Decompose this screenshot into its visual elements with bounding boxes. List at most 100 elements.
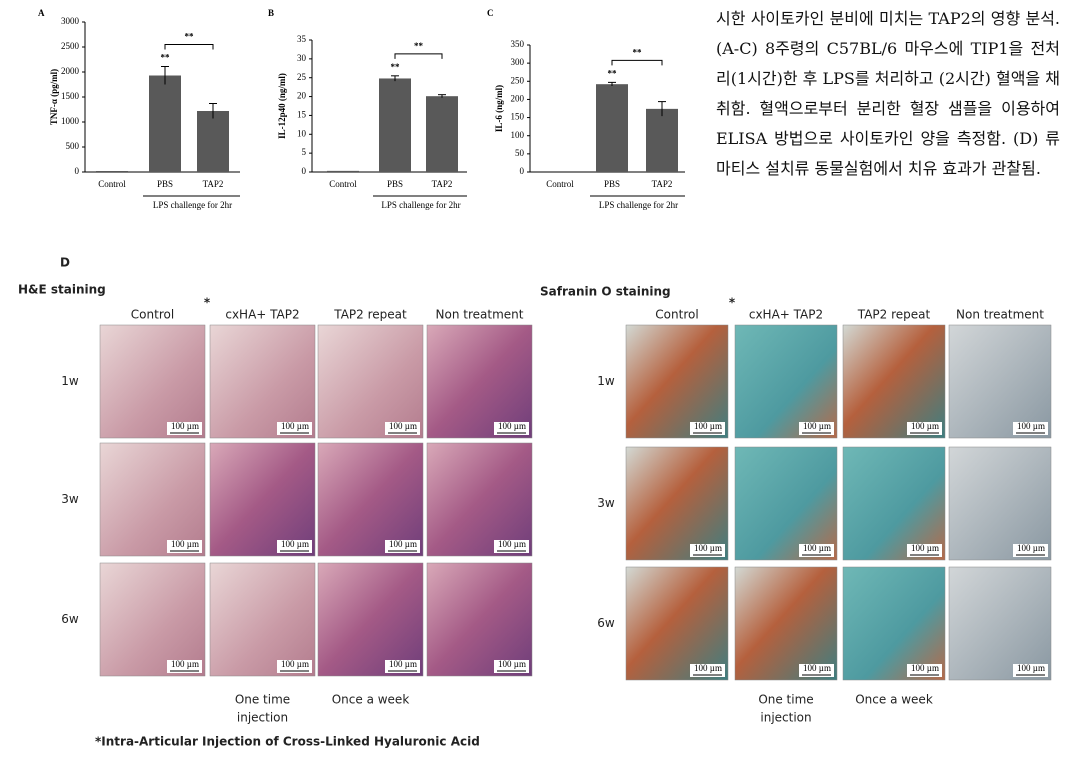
scale-bar-label: 100 µm [281,421,309,431]
micrograph [734,566,838,681]
y-tick-label: 350 [511,39,525,49]
micrograph [317,562,424,677]
scale-bar-label: 100 µm [911,663,939,673]
bar [596,84,628,172]
x-tick-label: TAP2 [432,179,453,189]
note: Once a week [332,693,410,707]
micrograph [625,324,729,439]
scale-bar-box [690,422,725,435]
scale-bar-box [494,422,529,435]
column-header: Control [131,308,174,322]
micrograph [209,442,316,557]
y-tick-label: 15 [297,109,307,119]
column-header: cxHA+ TAP2 [749,308,823,322]
scale-bar-label: 100 µm [389,539,417,549]
y-axis-label: IL-12p40 (ng/ml) [277,73,287,139]
micrograph [734,446,838,561]
y-tick-label: 2500 [61,41,80,51]
note: injection [760,711,811,725]
row-label: 3w [597,496,615,510]
micrograph [948,324,1052,439]
scale-bar-label: 100 µm [803,421,831,431]
note: Once a week [855,693,933,707]
x-tick-label: TAP2 [203,179,224,189]
scale-bar-box [690,664,725,677]
row-label: 6w [597,616,615,630]
micrograph [625,446,729,561]
scale-bar-box [907,544,942,557]
group-label: LPS challenge for 2hr [381,200,460,210]
column-header: TAP2 repeat [857,308,931,322]
scale-bar-box [385,540,420,553]
scale-bar-label: 100 µm [281,659,309,669]
micrograph [948,446,1052,561]
scale-bar-label: 100 µm [911,543,939,553]
x-tick-label: Control [329,179,357,189]
scale-bar-label: 100 µm [389,421,417,431]
scale-bar-label: 100 µm [694,543,722,553]
bar [646,108,678,172]
micrograph [842,566,946,681]
x-tick-label: PBS [604,179,620,189]
grid-title: Safranin O staining [540,285,671,299]
bar [197,111,229,172]
scale-bar-box [907,422,942,435]
micrograph [842,324,946,439]
y-tick-label: 5 [302,147,307,157]
micrograph [426,442,533,557]
micrograph [209,324,316,439]
bracket [394,53,443,59]
micrograph [842,446,946,561]
caption: 시한 사이토카인 분비에 미치는 TAP2의 영향 분석. (A-C) 8주령의… [716,9,1060,178]
group-label: LPS challenge for 2hr [599,200,678,210]
column-header: Non treatment [436,308,524,322]
note: One time [758,693,813,707]
scale-bar-box [799,422,834,435]
significance: ** [608,68,618,78]
row-label: 1w [597,374,615,388]
micrograph [426,562,533,677]
scale-bar-label: 100 µm [498,421,526,431]
scale-bar-label: 100 µm [694,663,722,673]
x-tick-label: PBS [157,179,173,189]
micrograph [426,324,533,439]
column-header: Control [655,308,698,322]
panel-letter: C [487,8,494,18]
column-header: Non treatment [956,308,1044,322]
significance: ** [185,32,195,42]
significance: ** [414,41,424,51]
x-tick-label: TAP2 [652,179,673,189]
y-tick-label: 50 [515,148,525,158]
micrograph [948,566,1052,681]
y-tick-label: 1500 [61,91,80,101]
scale-bar-box [277,422,312,435]
scale-bar-label: 100 µm [171,659,199,669]
y-tick-label: 150 [511,112,525,122]
column-header: cxHA+ TAP2 [225,308,299,322]
group-label: LPS challenge for 2hr [153,200,232,210]
y-tick-label: 3000 [61,16,80,26]
micrograph [317,324,424,439]
scale-bar-box [494,540,529,553]
scale-bar-box [167,422,202,435]
y-tick-label: 20 [297,91,307,101]
scale-bar-box [1013,544,1048,557]
micrograph [99,324,206,439]
y-tick-label: 500 [66,141,80,151]
asterisk: * [729,296,736,310]
y-tick-label: 100 [511,130,525,140]
scale-bar-label: 100 µm [171,421,199,431]
y-tick-label: 25 [297,72,307,82]
scale-bar-label: 100 µm [498,539,526,549]
scale-bar-box [690,544,725,557]
y-tick-label: 2000 [61,66,80,76]
panel-letter: B [268,8,274,18]
scale-bar-label: 100 µm [1017,543,1045,553]
y-tick-label: 0 [520,166,525,176]
grid-title: H&E staining [18,283,106,297]
note: One time [235,693,290,707]
asterisk: * [204,296,211,310]
y-tick-label: 1000 [61,116,80,126]
scale-bar-box [385,660,420,673]
